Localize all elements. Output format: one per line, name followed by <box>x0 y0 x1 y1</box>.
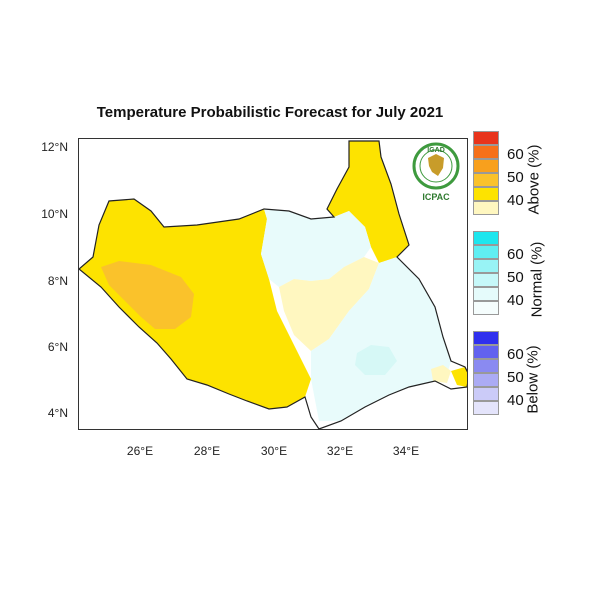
legend-category-label: Normal (%) <box>528 241 546 318</box>
legend-swatch <box>473 187 499 201</box>
legend-swatch <box>473 331 499 345</box>
legend-swatch <box>473 273 499 287</box>
lat-label-12n: 12°N <box>41 140 68 154</box>
legend-swatch <box>473 201 499 215</box>
legend-tick-label: 60 <box>507 146 524 164</box>
legend-tick-label: 60 <box>507 246 524 264</box>
region-normal-north <box>261 209 371 287</box>
lat-label-6n: 6°N <box>47 340 68 354</box>
region-normal-southeast <box>311 257 451 421</box>
legend-swatch <box>473 245 499 259</box>
logo-top-text: IGAD <box>427 147 445 154</box>
region-above-west <box>79 199 311 409</box>
lon-label-30e: 30°E <box>260 444 288 458</box>
legend-category-label: Above (%) <box>525 144 543 215</box>
map-panel <box>78 138 468 430</box>
country-boundary <box>79 140 467 429</box>
lon-label-34e: 34°E <box>392 444 420 458</box>
legend-swatch <box>473 301 499 315</box>
logo-bottom-text: ICPAC <box>422 192 450 202</box>
lon-label-28e: 28°E <box>193 444 221 458</box>
legend-swatch <box>473 287 499 301</box>
lat-label-8n: 8°N <box>47 274 68 288</box>
legend-swatch <box>473 359 499 373</box>
legend-swatch <box>473 231 499 245</box>
legend-tick-label: 50 <box>507 369 524 387</box>
legend-tick-label: 50 <box>507 269 524 287</box>
legend-tick-label: 40 <box>507 292 524 310</box>
legend-tick-label: 50 <box>507 169 524 187</box>
legend-tick-label: 40 <box>507 192 524 210</box>
legend-category-label: Below (%) <box>524 345 542 414</box>
lon-label-32e: 32°E <box>326 444 354 458</box>
map-canvas <box>79 140 467 429</box>
region-above-southeast-tip <box>451 367 467 387</box>
region-above-strong <box>101 261 194 329</box>
lon-label-26e: 26°E <box>126 444 154 458</box>
region-above-light <box>279 257 379 351</box>
legend-swatch <box>473 259 499 273</box>
legend-tick-label: 40 <box>507 392 524 410</box>
legend-swatch <box>473 387 499 401</box>
legend-swatch <box>473 159 499 173</box>
legend-swatch <box>473 373 499 387</box>
icpac-logo: IGAD ICPAC <box>410 140 462 206</box>
lat-label-4n: 4°N <box>47 406 68 420</box>
legend-swatch <box>473 145 499 159</box>
region-above-southeast-patch <box>431 365 451 383</box>
map-title: Temperature Probabilistic Forecast for J… <box>96 104 444 121</box>
lat-label-10n: 10°N <box>41 207 68 221</box>
region-normal-strong <box>355 345 397 375</box>
legend-swatch <box>473 345 499 359</box>
legend-swatch <box>473 401 499 415</box>
legend-tick-label: 60 <box>507 346 524 364</box>
legend-swatch <box>473 173 499 187</box>
legend-swatch <box>473 131 499 145</box>
region-above-northeast <box>327 141 409 263</box>
